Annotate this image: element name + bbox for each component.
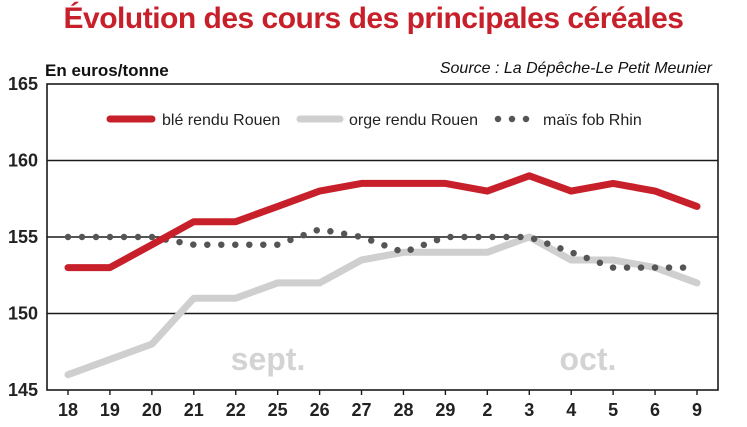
plot-frame bbox=[46, 83, 719, 391]
series-line-mais bbox=[64, 226, 701, 271]
x-tick-label: 29 bbox=[435, 400, 455, 420]
y-tick-label: 145 bbox=[8, 380, 38, 400]
x-tick-label: 26 bbox=[310, 400, 330, 420]
x-tick-label: 20 bbox=[142, 400, 162, 420]
unit-label: En euros/tonne bbox=[45, 61, 169, 80]
x-tick-label: 19 bbox=[100, 400, 120, 420]
x-tick-label: 5 bbox=[608, 400, 618, 420]
x-tick-label: 27 bbox=[352, 400, 372, 420]
legend-label-mais: maïs fob Rhin bbox=[543, 112, 642, 129]
legend: blé rendu Rouen orge rendu Rouen maïs fob … bbox=[106, 112, 642, 129]
month-label-oct: oct. bbox=[560, 341, 617, 377]
x-tick-label: 4 bbox=[566, 400, 576, 420]
series-lines bbox=[64, 172, 701, 379]
x-tick-label: 2 bbox=[482, 400, 492, 420]
x-tick-label: 21 bbox=[184, 400, 204, 420]
series-line-ble bbox=[64, 172, 701, 272]
month-label-sept: sept. bbox=[231, 341, 306, 377]
y-axis-ticks: 145 150 155 160 165 bbox=[8, 74, 38, 400]
legend-label-orge: orge rendu Rouen bbox=[349, 112, 478, 129]
x-tick-label: 28 bbox=[393, 400, 413, 420]
y-tick-label: 155 bbox=[8, 227, 38, 247]
chart-title: Évolution des cours des principales céré… bbox=[63, 2, 684, 35]
x-tick-label: 6 bbox=[650, 400, 660, 420]
y-tick-label: 165 bbox=[8, 74, 38, 94]
axes-frame bbox=[46, 83, 719, 391]
y-tick-label: 150 bbox=[8, 304, 38, 324]
month-labels: sept. oct. bbox=[231, 341, 617, 377]
x-axis-ticks: 18 19 20 21 22 25 26 27 28 29 2 3 4 5 6 9 bbox=[58, 390, 702, 420]
x-tick-label: 22 bbox=[226, 400, 246, 420]
legend-label-ble: blé rendu Rouen bbox=[162, 112, 280, 129]
x-tick-label: 18 bbox=[58, 400, 78, 420]
x-tick-label: 25 bbox=[268, 400, 288, 420]
x-tick-label: 9 bbox=[692, 400, 702, 420]
source-label: Source : La Dépêche-Le Petit Meunier bbox=[440, 60, 713, 77]
x-tick-label: 3 bbox=[524, 400, 534, 420]
y-tick-label: 160 bbox=[8, 151, 38, 171]
series-line-orge bbox=[64, 233, 701, 379]
